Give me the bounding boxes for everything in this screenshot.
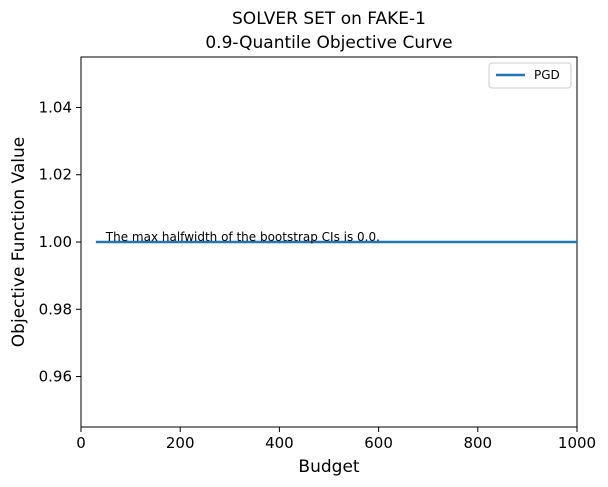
- legend-label-pgd: PGD: [534, 68, 560, 82]
- legend-box: [488, 62, 572, 89]
- y-tick-label: 1.04: [39, 98, 72, 116]
- x-tick-label: 800: [463, 434, 492, 452]
- x-axis-ticks: 0 200 400 600 800 1000: [76, 427, 596, 452]
- y-tick-label: 1.00: [39, 233, 72, 251]
- y-tick-label: 0.96: [39, 368, 72, 386]
- x-tick-label: 600: [364, 434, 393, 452]
- bootstrap-annotation: The max halfwidth of the bootstrap CIs i…: [105, 230, 380, 244]
- y-tick-label: 1.02: [39, 166, 72, 184]
- chart-title-line-1: SOLVER SET on FAKE-1: [232, 9, 426, 29]
- y-axis-label: Objective Function Value: [9, 137, 29, 347]
- x-tick-label: 200: [166, 434, 195, 452]
- x-axis-label: Budget: [298, 457, 359, 477]
- x-tick-label: 0: [76, 434, 86, 452]
- x-tick-label: 1000: [558, 434, 596, 452]
- y-axis-ticks: 0.96 0.98 1.00 1.02 1.04: [39, 98, 81, 386]
- chart-title-line-2: 0.9-Quantile Objective Curve: [205, 33, 452, 53]
- legend: PGD: [488, 62, 572, 89]
- x-tick-label: 400: [265, 434, 294, 452]
- y-tick-label: 0.98: [39, 300, 72, 318]
